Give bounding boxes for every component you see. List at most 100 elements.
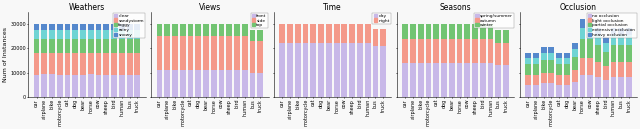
Bar [572, 82, 577, 97]
Bar [80, 75, 86, 97]
Bar [456, 39, 463, 63]
Bar [533, 75, 539, 85]
Bar [119, 30, 125, 39]
Bar [42, 24, 47, 30]
Bar [564, 64, 570, 75]
Bar [65, 75, 70, 97]
Bar [403, 39, 408, 63]
Bar [449, 24, 454, 39]
Bar [349, 43, 355, 97]
Bar [303, 24, 308, 43]
Bar [211, 24, 216, 36]
Bar [72, 24, 78, 30]
Bar [603, 43, 609, 52]
Bar [465, 63, 470, 97]
Bar [65, 39, 70, 53]
Legend: front, side, top: front, side, top [251, 13, 268, 28]
Bar [250, 72, 255, 97]
Bar [333, 24, 340, 43]
Bar [579, 39, 586, 58]
Bar [42, 53, 47, 74]
Bar [441, 24, 447, 39]
Bar [104, 30, 109, 39]
Bar [548, 53, 554, 60]
Bar [111, 39, 117, 53]
Bar [119, 24, 125, 30]
Bar [611, 62, 616, 77]
Bar [426, 24, 431, 39]
Bar [49, 30, 55, 39]
Bar [257, 41, 263, 72]
Bar [104, 75, 109, 97]
Bar [310, 24, 316, 43]
Bar [564, 75, 570, 85]
Bar [104, 53, 109, 75]
Bar [257, 72, 263, 97]
Bar [541, 60, 547, 72]
Bar [111, 30, 117, 39]
Bar [525, 64, 531, 75]
Bar [410, 24, 416, 39]
Bar [525, 58, 531, 64]
Bar [80, 24, 86, 30]
Bar [203, 36, 209, 70]
Bar [104, 24, 109, 30]
Bar [572, 43, 577, 49]
Bar [626, 62, 632, 77]
Bar [111, 53, 117, 75]
Bar [488, 24, 493, 39]
Bar [611, 28, 616, 35]
Bar [172, 36, 178, 70]
Bar [326, 24, 332, 43]
Bar [227, 70, 232, 97]
Bar [556, 75, 562, 85]
Bar [65, 24, 70, 30]
Bar [564, 53, 570, 58]
Bar [426, 63, 431, 97]
Bar [57, 39, 63, 53]
Bar [579, 58, 586, 75]
Title: Occlusion: Occlusion [560, 3, 597, 12]
Bar [495, 30, 501, 43]
Bar [119, 75, 125, 97]
Legend: no occlusion, light occlusion, partial occlusion, extensive occlusion, heavy occ: no occlusion, light occlusion, partial o… [587, 13, 637, 38]
Bar [72, 39, 78, 53]
Bar [203, 70, 209, 97]
Bar [195, 70, 201, 97]
Bar [57, 24, 63, 30]
Bar [410, 63, 416, 97]
Bar [588, 19, 593, 28]
Bar [164, 36, 170, 70]
Bar [127, 24, 132, 30]
Bar [172, 24, 178, 36]
Bar [579, 19, 586, 28]
Bar [503, 65, 509, 97]
Bar [287, 24, 293, 43]
Bar [49, 53, 55, 74]
Bar [195, 24, 201, 36]
Bar [595, 45, 601, 62]
Bar [57, 30, 63, 39]
Bar [211, 70, 216, 97]
Bar [33, 39, 40, 53]
Bar [80, 30, 86, 39]
Bar [250, 41, 255, 72]
Bar [579, 75, 586, 97]
Bar [626, 28, 632, 35]
Bar [33, 53, 40, 75]
Bar [57, 75, 63, 97]
Bar [211, 36, 216, 70]
Bar [219, 70, 225, 97]
Bar [33, 75, 40, 97]
Bar [588, 58, 593, 75]
Bar [603, 66, 609, 80]
Bar [257, 30, 263, 41]
Bar [465, 24, 470, 39]
Bar [65, 53, 70, 75]
Bar [380, 29, 386, 46]
Bar [541, 53, 547, 60]
Bar [372, 29, 378, 46]
Bar [595, 77, 601, 97]
Bar [295, 24, 301, 43]
Bar [548, 60, 554, 72]
